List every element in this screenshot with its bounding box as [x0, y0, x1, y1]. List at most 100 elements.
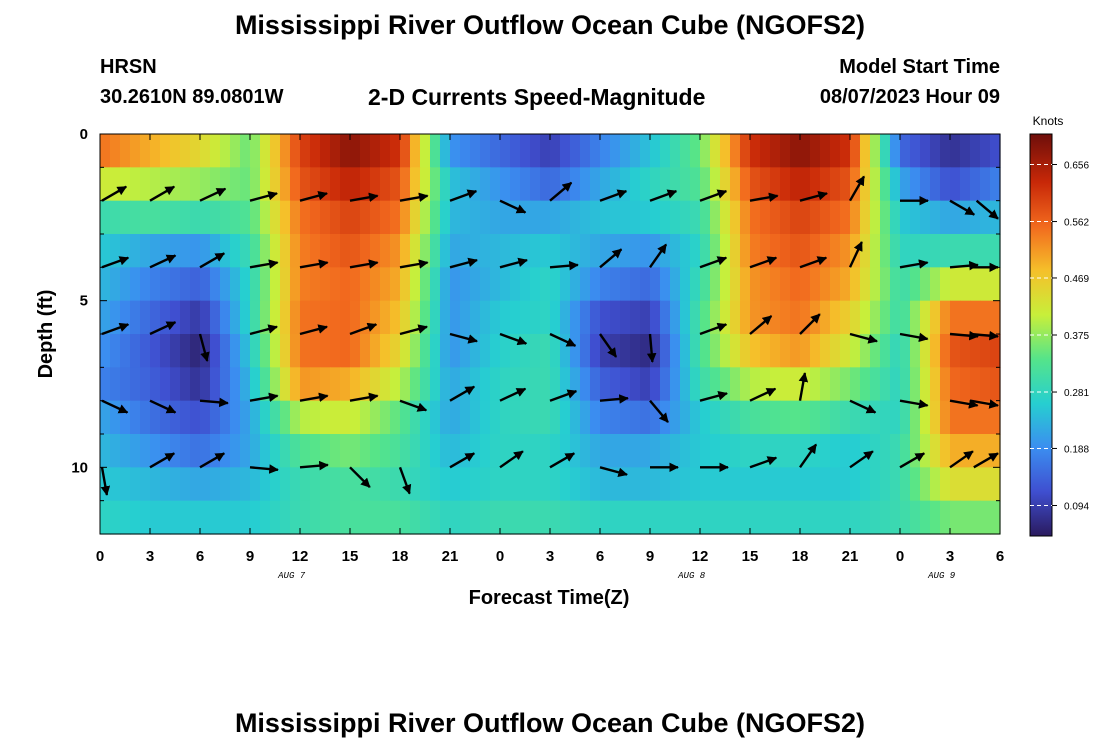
current-vector-arrow [649, 399, 669, 423]
heatmap-cell [710, 367, 721, 402]
heatmap-cell [620, 267, 631, 302]
heatmap-cell [890, 267, 901, 302]
heatmap-cell [630, 134, 641, 168]
heatmap-cell [620, 334, 631, 368]
heatmap-cell [450, 500, 461, 535]
heatmap-cell [930, 234, 941, 268]
heatmap-cell [140, 267, 151, 302]
current-vector-arrow [973, 452, 999, 469]
heatmap-cell [590, 367, 601, 402]
heatmap-cell [770, 467, 781, 502]
heatmap-cell [980, 400, 991, 435]
heatmap-cell [680, 334, 691, 368]
heatmap-cell [600, 467, 611, 502]
heatmap-cell [970, 300, 981, 335]
heatmap-cell [250, 200, 261, 235]
heatmap-cell [230, 234, 241, 268]
heatmap-cell [120, 467, 131, 502]
heatmap-cell [270, 134, 281, 168]
heatmap-cell [670, 200, 681, 235]
x-tick-label: 6 [196, 548, 204, 565]
heatmap-cell [220, 334, 231, 368]
heatmap-cell [600, 300, 611, 335]
heatmap-cell [340, 234, 351, 268]
heatmap-cell [250, 467, 261, 502]
heatmap-cell [950, 334, 961, 368]
heatmap-cell [620, 234, 631, 268]
heatmap-cell [350, 134, 361, 168]
heatmap-cell [340, 334, 351, 368]
heatmap-cell [730, 500, 741, 535]
heatmap-cell [710, 267, 721, 302]
current-vector-arrow [749, 192, 779, 203]
heatmap-cell [650, 434, 661, 468]
heatmap-cell [610, 500, 621, 535]
heatmap-cell [640, 334, 651, 368]
heatmap-cell [510, 167, 521, 202]
heatmap-cell [930, 200, 941, 235]
heatmap-cell [580, 134, 591, 168]
heatmap-cell [520, 367, 531, 402]
heatmap-cell [180, 400, 191, 435]
heatmap-cell [500, 200, 511, 235]
heatmap-cell [630, 400, 641, 435]
heatmap-cell [180, 267, 191, 302]
heatmap-cell [620, 400, 631, 435]
current-vector-arrow [848, 175, 866, 202]
heatmap-cell [940, 400, 951, 435]
heatmap-cell [480, 300, 491, 335]
heatmap-cell [120, 500, 131, 535]
x-tick-label: 6 [596, 548, 604, 565]
heatmap-cell [650, 500, 661, 535]
heatmap-cell [470, 267, 481, 302]
heatmap-cell [490, 434, 501, 468]
heatmap-cell [600, 267, 611, 302]
heatmap-cell [400, 134, 411, 168]
heatmap-cell [690, 334, 701, 368]
heatmap-cell [610, 267, 621, 302]
heatmap-cell [500, 500, 511, 535]
heatmap-cell [380, 300, 391, 335]
heatmap-cell [770, 167, 781, 202]
heatmap-cell [300, 367, 311, 402]
heatmap-cell [780, 467, 791, 502]
heatmap-cell [870, 400, 881, 435]
heatmap-cell [830, 434, 841, 468]
heatmap-cell [680, 167, 691, 202]
heatmap-cell [960, 334, 971, 368]
heatmap-cell [650, 300, 661, 335]
date-label: AUG 9 [927, 571, 956, 581]
heatmap-cell [910, 467, 921, 502]
heatmap-cell [830, 134, 841, 168]
heatmap-cell [910, 367, 921, 402]
heatmap-cell [670, 400, 681, 435]
heatmap-cell [450, 267, 461, 302]
heatmap-cell [500, 234, 511, 268]
heatmap-cell [210, 467, 221, 502]
heatmap-cell [730, 434, 741, 468]
heatmap-cell [600, 167, 611, 202]
heatmap-cell [780, 300, 791, 335]
current-vector-arrow [499, 387, 527, 402]
heatmap-cell [790, 267, 801, 302]
heatmap-cell [830, 467, 841, 502]
heatmap-cell [250, 500, 261, 535]
heatmap-cell [570, 500, 581, 535]
heatmap-cell [880, 334, 891, 368]
heatmap-cell [710, 334, 721, 368]
heatmap-cell [710, 467, 721, 502]
heatmap-cell [630, 267, 641, 302]
heatmap-cell [590, 234, 601, 268]
heatmap-cell [560, 334, 571, 368]
heatmap-cell [570, 434, 581, 468]
heatmap-cell [190, 234, 201, 268]
heatmap-cell [350, 200, 361, 235]
heatmap-cell [780, 334, 791, 368]
heatmap-cell [260, 500, 271, 535]
heatmap-cell [660, 300, 671, 335]
heatmap-cell [850, 467, 861, 502]
heatmap-cell [420, 334, 431, 368]
heatmap-cell [590, 300, 601, 335]
heatmap-cell [490, 200, 501, 235]
heatmap-cell [980, 467, 991, 502]
